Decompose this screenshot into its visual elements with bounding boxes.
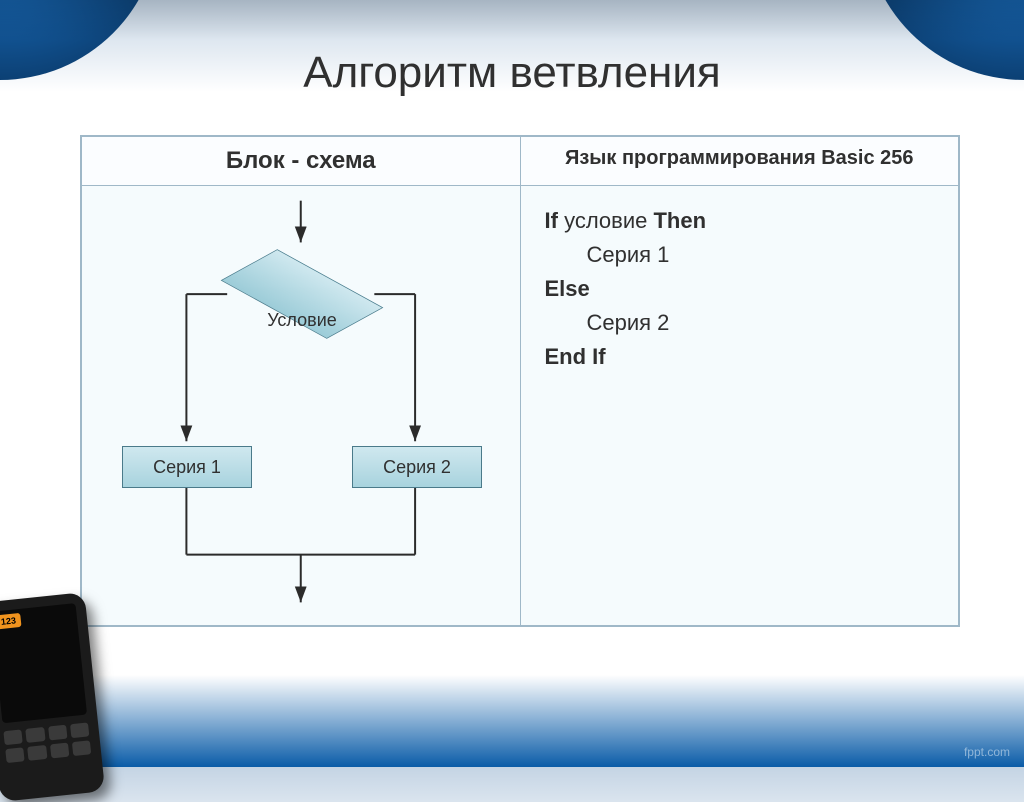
flowchart-cell: Условие Серия 1 Серия 2 bbox=[82, 186, 521, 626]
decor-top-shadow bbox=[0, 0, 1024, 40]
kw-then: Then bbox=[653, 208, 706, 233]
content-table: Блок - схема Язык программирования Basic… bbox=[80, 135, 960, 627]
code-cell: If условие Then Серия 1 Else Серия 2 End… bbox=[520, 186, 959, 626]
header-right: Язык программирования Basic 256 bbox=[520, 137, 959, 186]
flowchart-lines bbox=[82, 186, 520, 625]
box-series-2: Серия 2 bbox=[352, 446, 482, 488]
kw-endif: End If bbox=[545, 344, 606, 369]
code-text-cond: условие bbox=[558, 208, 654, 233]
flowchart: Условие Серия 1 Серия 2 bbox=[82, 186, 520, 625]
code-line-4: Серия 2 bbox=[587, 306, 935, 340]
kw-if: If bbox=[545, 208, 558, 233]
condition-label: Условие bbox=[212, 310, 392, 331]
code-line-5: End If bbox=[545, 340, 935, 374]
box-series-1: Серия 1 bbox=[122, 446, 252, 488]
footer-credit: fppt.com bbox=[964, 745, 1010, 759]
code-line-2: Серия 1 bbox=[587, 238, 935, 272]
phone-keypad bbox=[3, 722, 91, 763]
condition-node: Условие bbox=[227, 254, 377, 334]
code-line-1: If условие Then bbox=[545, 204, 935, 238]
header-left: Блок - схема bbox=[82, 137, 521, 186]
kw-else: Else bbox=[545, 276, 590, 301]
phone-time-badge: 123 bbox=[0, 613, 22, 630]
phone-screen: 123 bbox=[0, 603, 87, 723]
page-title: Алгоритм ветвления bbox=[0, 48, 1024, 98]
code-line-3: Else bbox=[545, 272, 935, 306]
